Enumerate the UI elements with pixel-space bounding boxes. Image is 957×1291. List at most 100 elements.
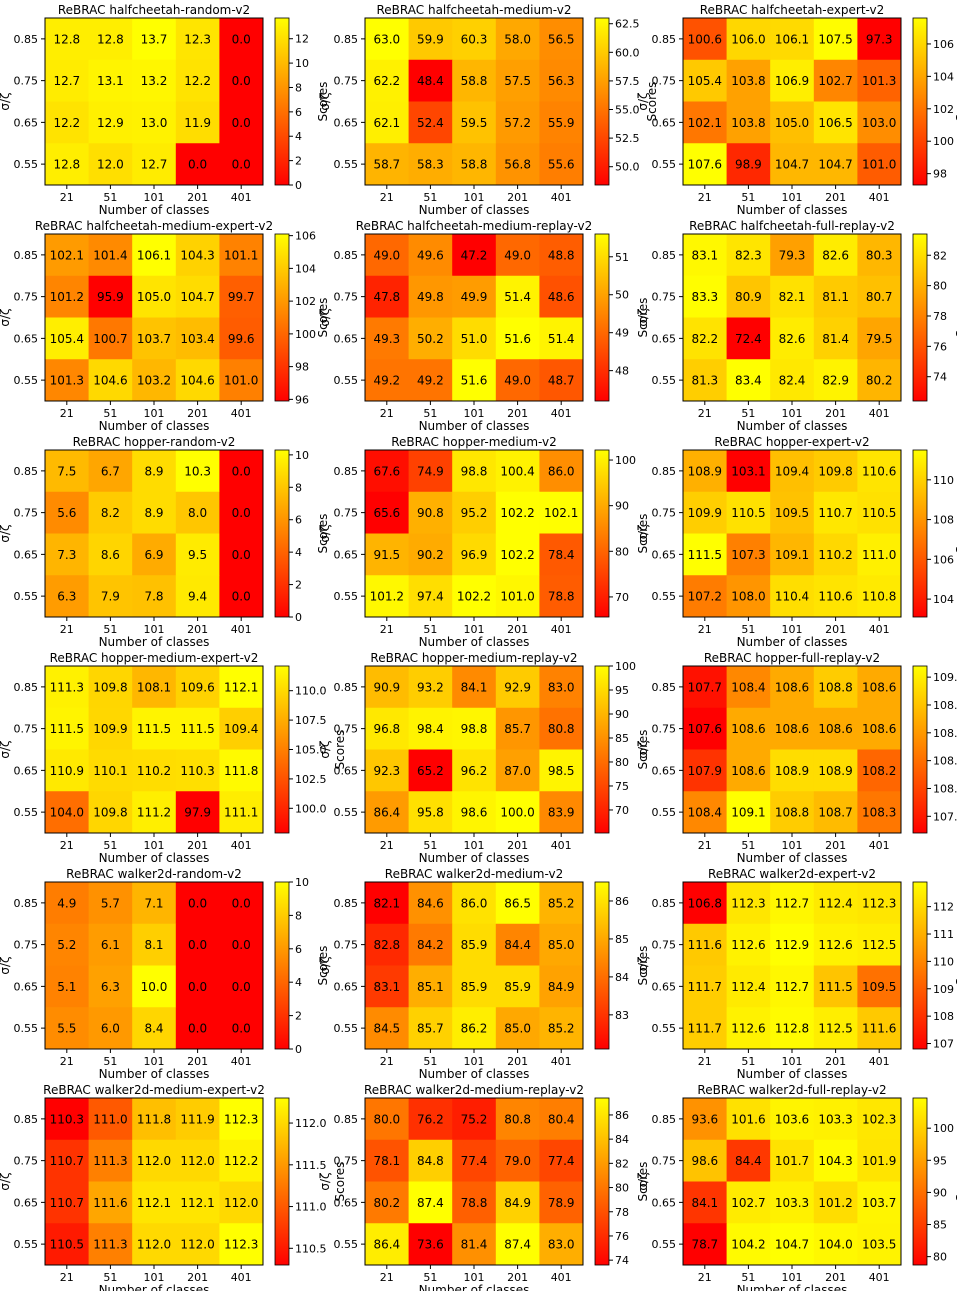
- heatmap-cell: [857, 1139, 902, 1182]
- panel-title: ReBRAC halfcheetah-expert-v2: [700, 3, 885, 17]
- heatmap-cell: [770, 59, 815, 102]
- x-tick-label: 101: [782, 407, 803, 420]
- cell-value: 97.9: [184, 806, 211, 820]
- cell-value: 65.6: [373, 506, 400, 520]
- cell-value: 57.2: [504, 116, 531, 130]
- panel-title: ReBRAC hopper-expert-v2: [714, 435, 869, 449]
- cell-value: 107.9: [688, 764, 722, 778]
- heatmap-cell: [495, 450, 540, 493]
- heatmap-cell: [45, 965, 89, 1008]
- heatmap-cell: [539, 234, 584, 277]
- heatmap-cell: [175, 143, 220, 186]
- colorbar: [594, 1097, 610, 1266]
- heatmap-cell: [495, 707, 540, 750]
- colorbar-tick-label: 109: [933, 983, 954, 996]
- panel-title: ReBRAC halfcheetah-full-replay-v2: [689, 219, 895, 233]
- cell-value: 112.6: [818, 938, 852, 952]
- heatmap-cell: [219, 882, 264, 925]
- cell-value: 84.1: [461, 680, 488, 694]
- y-tick-label: 0.75: [14, 507, 39, 520]
- y-axis-label: σ/ζ: [0, 92, 12, 110]
- colorbar-tick-label: 112: [933, 901, 954, 914]
- x-axis-label: Number of classes: [99, 1283, 210, 1291]
- cell-value: 12.9: [97, 116, 124, 130]
- cell-value: 111.0: [93, 1112, 127, 1126]
- heatmap-cell: [132, 317, 177, 360]
- heatmap-cell: [770, 1181, 815, 1224]
- heatmap-cell: [539, 965, 584, 1008]
- heatmap-cell: [45, 101, 89, 144]
- cell-value: 111.5: [688, 548, 722, 562]
- colorbar-tick-label: 4: [295, 976, 302, 989]
- heatmap-cell: [495, 1223, 540, 1266]
- cell-value: 108.6: [775, 680, 809, 694]
- heatmap-cell: [452, 317, 497, 360]
- heatmap-cell: [132, 1139, 177, 1182]
- heatmap-cell: [770, 143, 815, 186]
- cell-value: 47.2: [461, 248, 488, 262]
- colorbar-label: Scores: [954, 946, 957, 986]
- cell-value: 0.0: [188, 1022, 207, 1036]
- cell-value: 110.2: [137, 764, 171, 778]
- colorbar-tick-label: 70: [615, 804, 629, 817]
- cell-value: 56.8: [504, 158, 531, 172]
- cell-value: 106.0: [731, 32, 765, 46]
- colorbar-tick-label: 60.0: [615, 46, 640, 59]
- heatmap-panel: ReBRAC hopper-full-replay-v2 107.7 108.4 10…: [636, 651, 957, 865]
- heatmap-cell: [45, 275, 89, 318]
- colorbar-tick-label: 108: [933, 1010, 954, 1023]
- cell-value: 103.5: [862, 1238, 896, 1252]
- heatmap-cell: [813, 450, 858, 493]
- heatmap-cell: [857, 317, 902, 360]
- cell-value: 102.3: [862, 1112, 896, 1126]
- heatmap-cell: [857, 275, 902, 318]
- x-tick-label: 401: [551, 623, 572, 636]
- x-tick-label: 201: [187, 1055, 208, 1068]
- x-axis-label: Number of classes: [99, 419, 210, 433]
- y-tick-label: 0.55: [652, 806, 677, 819]
- heatmap-cell: [683, 59, 727, 102]
- cell-value: 82.6: [822, 248, 849, 262]
- y-axis-label: σ/ζ: [318, 1172, 332, 1190]
- heatmap-cell: [813, 707, 858, 750]
- x-tick-label: 51: [423, 1055, 437, 1068]
- cell-value: 85.9: [461, 938, 488, 952]
- heatmap-cell: [539, 1181, 584, 1224]
- colorbar-label: Scores: [954, 82, 957, 122]
- heatmap-cell: [495, 234, 540, 277]
- cell-value: 49.6: [417, 248, 444, 262]
- heatmap-panel: ReBRAC walker2d-medium-replay-v2 80.0 76.2…: [318, 1083, 650, 1291]
- heatmap-cell: [219, 965, 264, 1008]
- y-tick-label: 0.55: [14, 806, 39, 819]
- heatmap-cell: [452, 923, 497, 966]
- cell-value: 111.7: [688, 1022, 722, 1036]
- cell-value: 109.5: [862, 980, 896, 994]
- y-tick-label: 0.75: [334, 1155, 359, 1168]
- y-tick-label: 0.75: [652, 1155, 677, 1168]
- heatmap-cell: [132, 575, 177, 618]
- colorbar-tick-label: 12: [295, 33, 309, 46]
- heatmap-cell: [408, 101, 453, 144]
- cell-value: 111.5: [818, 980, 852, 994]
- cell-value: 12.8: [53, 158, 80, 172]
- y-tick-label: 0.75: [14, 291, 39, 304]
- heatmap-cell: [88, 791, 133, 834]
- cell-value: 98.6: [461, 806, 488, 820]
- cell-value: 111.5: [180, 722, 214, 736]
- heatmap-cell: [175, 1098, 220, 1141]
- heatmap-cell: [857, 59, 902, 102]
- y-tick-label: 0.75: [14, 1155, 39, 1168]
- cell-value: 49.2: [417, 374, 444, 388]
- x-tick-label: 21: [698, 839, 712, 852]
- heatmap-cell: [539, 707, 584, 750]
- x-tick-label: 201: [507, 623, 528, 636]
- x-tick-label: 51: [741, 623, 755, 636]
- cell-value: 106.5: [818, 116, 852, 130]
- heatmap-cell: [219, 1007, 264, 1050]
- x-axis-label: Number of classes: [99, 1067, 210, 1081]
- x-tick-label: 201: [187, 839, 208, 852]
- heatmap-cell: [365, 18, 409, 61]
- heatmap-cell: [452, 707, 497, 750]
- cell-value: 84.8: [417, 1154, 444, 1168]
- cell-value: 73.6: [417, 1238, 444, 1252]
